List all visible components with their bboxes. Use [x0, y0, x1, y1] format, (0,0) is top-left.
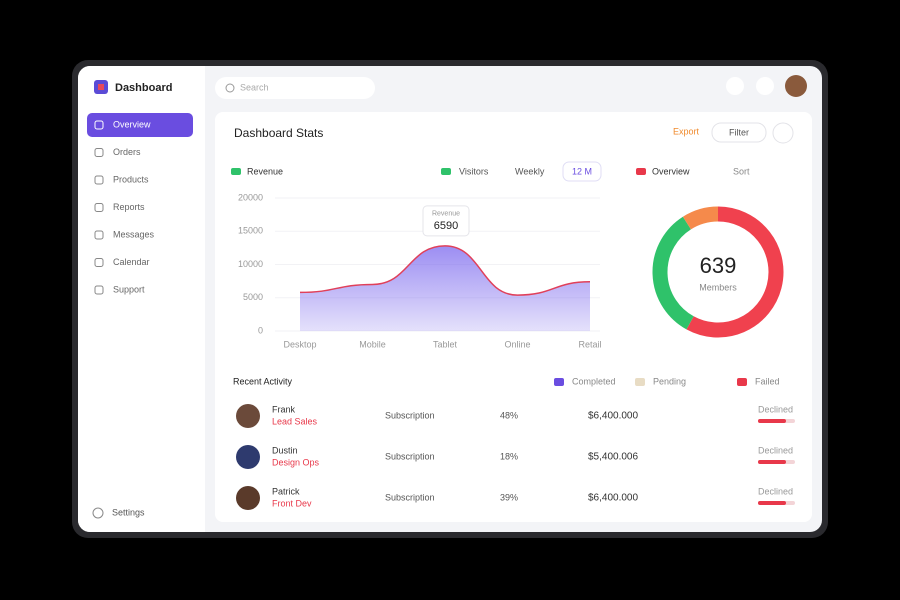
- row-amount: $5,400.006: [588, 452, 638, 463]
- brand: Dashboard: [115, 82, 172, 94]
- row-qty: 39%: [500, 492, 518, 502]
- status-bar: [758, 460, 786, 464]
- row-role: Lead Sales: [272, 416, 318, 426]
- x-tick-label: Tablet: [433, 339, 458, 349]
- row-avatar: [236, 404, 260, 428]
- nav-item[interactable]: Messages: [113, 229, 155, 239]
- search-box[interactable]: [215, 77, 375, 99]
- row-avatar: [236, 445, 260, 469]
- row-item: Subscription: [385, 410, 435, 420]
- brand-logo-inner: [98, 84, 104, 90]
- tooltip-value: 6590: [434, 220, 458, 232]
- y-tick-label: 15000: [238, 226, 263, 236]
- x-tick-label: Retail: [578, 339, 601, 349]
- nav-item[interactable]: Support: [113, 284, 145, 294]
- status-bar: [758, 501, 786, 505]
- nav-item[interactable]: Orders: [113, 147, 141, 157]
- filter-button[interactable]: Filter: [729, 127, 749, 137]
- tooltip-title: Revenue: [432, 211, 460, 218]
- x-tick-label: Online: [504, 339, 530, 349]
- card-title: Dashboard Stats: [234, 126, 323, 140]
- row-role: Design Ops: [272, 457, 320, 467]
- row-name: Patrick: [272, 486, 300, 496]
- donut-swatch: [636, 168, 646, 175]
- message-button[interactable]: [756, 77, 774, 95]
- donut-legend: Overview: [652, 166, 690, 176]
- y-tick-label: 0: [258, 325, 263, 335]
- screen: Dashboard Overview Orders Products Reports M…: [0, 0, 900, 600]
- y-tick-label: 5000: [243, 292, 263, 302]
- row-qty: 18%: [500, 451, 518, 461]
- row-status: Declined: [758, 486, 793, 496]
- row-name: Frank: [272, 404, 296, 414]
- row-avatar: [236, 486, 260, 510]
- avatar[interactable]: [785, 75, 807, 97]
- chart-filter[interactable]: Visitors: [459, 166, 489, 176]
- nav-item[interactable]: Calendar: [113, 257, 150, 267]
- row-item: Subscription: [385, 492, 435, 502]
- row-status: Declined: [758, 445, 793, 455]
- x-tick-label: Desktop: [283, 339, 316, 349]
- chart-legend: Revenue: [247, 166, 283, 176]
- settings-link[interactable]: Settings: [112, 507, 145, 517]
- row-role: Front Dev: [272, 498, 312, 508]
- page: Dashboard Overview Orders Products Reports M…: [0, 0, 900, 600]
- row-status: Declined: [758, 404, 793, 414]
- donut-subtitle: Members: [699, 282, 737, 292]
- status-bar: [758, 419, 786, 423]
- y-tick-label: 20000: [238, 192, 263, 202]
- chart-filter-active[interactable]: 12 M: [572, 166, 592, 176]
- nav-item[interactable]: Overview: [113, 119, 151, 129]
- chart-filter[interactable]: Weekly: [515, 166, 545, 176]
- table-title: Recent Activity: [233, 376, 293, 386]
- legend-swatch: [231, 168, 241, 175]
- legend-swatch: [737, 378, 747, 386]
- row-name: Dustin: [272, 445, 298, 455]
- legend-item: Failed: [755, 376, 780, 386]
- legend-item: Pending: [653, 376, 686, 386]
- notification-button[interactable]: [726, 77, 744, 95]
- legend-item: Completed: [572, 376, 616, 386]
- search-placeholder: Search: [240, 82, 269, 92]
- y-tick-label: 10000: [238, 259, 263, 269]
- filter-swatch: [441, 168, 451, 175]
- row-amount: $6,400.000: [588, 411, 638, 422]
- row-qty: 48%: [500, 410, 518, 420]
- donut-filter[interactable]: Sort: [733, 166, 750, 176]
- donut-segment: [687, 214, 718, 223]
- nav-item[interactable]: Products: [113, 174, 149, 184]
- x-tick-label: Mobile: [359, 339, 386, 349]
- legend-swatch: [635, 378, 645, 386]
- row-item: Subscription: [385, 451, 435, 461]
- export-button[interactable]: Export: [673, 126, 700, 136]
- nav-item[interactable]: Reports: [113, 202, 145, 212]
- row-amount: $6,400.000: [588, 493, 638, 504]
- legend-swatch: [554, 378, 564, 386]
- donut-center: 639: [700, 253, 737, 278]
